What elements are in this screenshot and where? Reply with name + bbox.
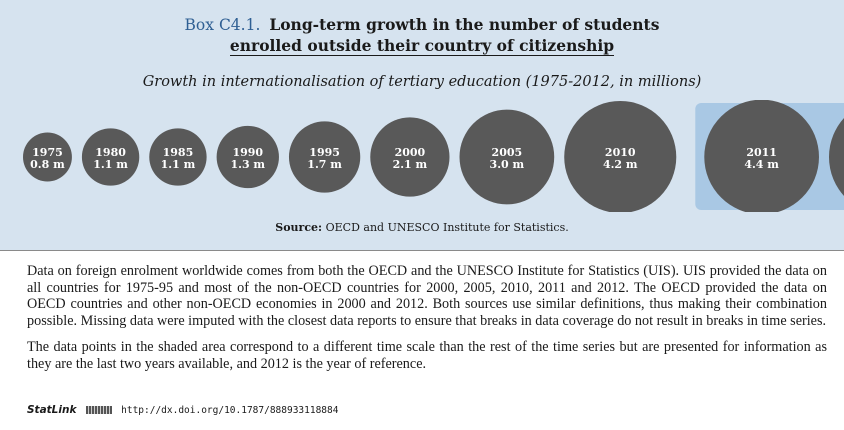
- bubble-value-label: 0.8 m: [30, 158, 65, 171]
- source-text: OECD and UNESCO Institute for Statistics…: [325, 221, 569, 234]
- bubble-year-label: 1980: [95, 146, 126, 159]
- bubble-2000: [370, 117, 450, 197]
- bubble-1990: [216, 125, 279, 189]
- bubble-2012: [829, 118, 844, 196]
- bubble-1975: [23, 132, 72, 182]
- bubble-year-label: 2005: [492, 146, 523, 159]
- bubble-2011: [704, 100, 819, 212]
- bubble-value-label: 1.3 m: [230, 158, 265, 171]
- barcode-icon: [85, 406, 112, 414]
- figure-panel: Box C4.1. Long-term growth in the number…: [0, 0, 844, 250]
- note-paragraph-2: The data points in the shaded area corre…: [27, 339, 827, 372]
- bubble-value-label: 1.7 m: [307, 158, 342, 171]
- bubble-year-label: 1975: [32, 146, 63, 159]
- note-paragraph-1: Data on foreign enrolment worldwide come…: [27, 263, 827, 329]
- bubble-1980: [81, 128, 140, 186]
- bubble-year-label: 1995: [309, 146, 340, 159]
- notes: Data on foreign enrolment worldwide come…: [27, 263, 827, 382]
- bubble-value-label: 1.1 m: [93, 158, 128, 171]
- title-line1: Long-term growth in the number of studen…: [269, 15, 660, 34]
- box-label: Box C4.1.: [184, 16, 261, 34]
- bubble-value-label: 1.1 m: [161, 158, 196, 171]
- source-line: Source: OECD and UNESCO Institute for St…: [0, 221, 844, 234]
- bubble-year-label: 1990: [232, 146, 263, 159]
- bubble-year-label: 2010: [605, 146, 636, 159]
- statlink-label: StatLink: [27, 404, 77, 416]
- bubble-2005: [459, 109, 555, 205]
- bubble-year-label: 1985: [163, 146, 194, 159]
- bubble-value-label: 4.4 m: [744, 158, 779, 171]
- divider: [0, 250, 844, 251]
- bubble-1995: [288, 121, 361, 193]
- bubble-value-label: 3.0 m: [490, 158, 525, 171]
- source-label: Source:: [275, 221, 323, 234]
- bubble-2010: [564, 100, 677, 212]
- bubble-value-label: 2.1 m: [393, 158, 428, 171]
- box-title: Box C4.1. Long-term growth in the number…: [0, 14, 844, 57]
- statlink: StatLink http://dx.doi.org/10.1787/88893…: [27, 404, 338, 416]
- chart-title: Growth in internationalisation of tertia…: [142, 74, 702, 90]
- bubble-1985: [149, 128, 207, 186]
- title-line2: enrolled outside their country of citize…: [229, 36, 615, 56]
- bubble-value-label: 4.2 m: [603, 158, 638, 171]
- bubble-year-label: 2011: [746, 146, 777, 159]
- bubble-year-label: 2000: [395, 146, 426, 159]
- statlink-url[interactable]: http://dx.doi.org/10.1787/888933118884: [121, 405, 339, 416]
